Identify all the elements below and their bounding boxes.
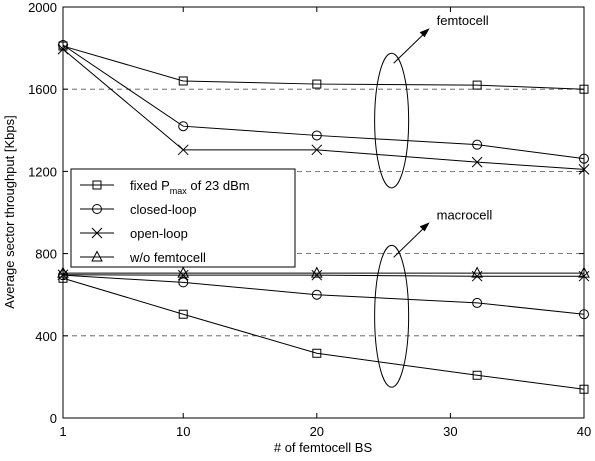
marker-circle (472, 297, 483, 308)
annotation-arrow-shaft (393, 225, 427, 258)
legend: fixed Pmax of 23 dBm closed-loop open-loop… (70, 168, 296, 268)
marker-triangle (578, 266, 590, 278)
marker-circle (579, 309, 589, 320)
marker-triangle (177, 266, 190, 278)
annotation-arrow-shaft (393, 30, 427, 64)
marker-x (578, 163, 590, 175)
marker-square (472, 370, 482, 380)
marker-square (579, 84, 589, 94)
marker-circle (178, 121, 189, 132)
marker-circle (311, 289, 322, 300)
marker-triangle (310, 266, 323, 278)
marker-triangle (57, 266, 69, 278)
series-line (62, 277, 585, 390)
series-femtocell-circle (58, 40, 589, 164)
marker-x (177, 269, 189, 281)
y-axis-label: Average sector throughput [Kbps] (2, 115, 17, 308)
annotation-label: femtocell (437, 13, 489, 28)
annotation-ellipse (374, 244, 410, 388)
series-macrocell-triangle (57, 266, 590, 278)
annotation-arrowhead (419, 222, 430, 232)
annotation-ellipse (374, 52, 410, 189)
marker-square (312, 348, 322, 358)
marker-x (57, 43, 69, 55)
series-line (62, 274, 585, 315)
series-line (62, 274, 584, 277)
legend-label: closed-loop (130, 202, 197, 217)
x-tick-label: 40 (577, 424, 591, 439)
annotation-arrowhead (419, 28, 430, 38)
marker-x (311, 269, 323, 281)
marker-square (178, 76, 188, 86)
series-line (62, 48, 585, 170)
marker-circle (579, 153, 589, 164)
marker-x (311, 144, 323, 156)
marker-circle (178, 277, 189, 288)
y-tick-label: 400 (35, 329, 57, 344)
x-tick-label: 1 (59, 424, 66, 439)
marker-square (92, 180, 102, 190)
marker-triangle (471, 266, 483, 278)
marker-square (579, 384, 589, 394)
marker-circle (311, 130, 322, 141)
marker-x (177, 144, 189, 156)
legend-label: fixed Pmax of 23 dBm (130, 178, 250, 196)
series-femtocell-square (58, 41, 589, 94)
x-axis-label: # of femtocell BS (274, 440, 373, 455)
annotations: femtocell macrocell (374, 13, 493, 388)
annotation-femtocell: femtocell (374, 13, 489, 189)
series-macrocell-x (57, 269, 590, 282)
marker-x (57, 269, 69, 281)
y-tick-label: 1600 (28, 82, 57, 97)
series-group (57, 40, 590, 394)
marker-circle (92, 204, 102, 214)
legend-entry-circle: closed-loop (80, 202, 197, 217)
series-macrocell-square (58, 273, 589, 394)
series-line (62, 44, 585, 160)
series-femtocell-x (57, 43, 590, 175)
legend-label: w/o femtocell (129, 250, 206, 265)
legend-entry-triangle: w/o femtocell (80, 250, 206, 265)
marker-x (91, 227, 103, 239)
legend-entry-x: open-loop (80, 226, 188, 241)
marker-circle (472, 139, 483, 150)
series-line (62, 45, 585, 90)
legend-entry-square: fixed Pmax of 23 dBm (80, 178, 250, 196)
y-tick-label: 800 (35, 247, 57, 262)
plot-frame (62, 6, 585, 419)
marker-triangle (91, 250, 103, 262)
x-tick-label: 30 (443, 424, 457, 439)
x-tick-label: 20 (310, 424, 324, 439)
gridlines (63, 88, 584, 337)
legend-items: fixed Pmax of 23 dBm closed-loop open-loop… (80, 178, 250, 265)
annotation-label: macrocell (437, 207, 493, 222)
marker-square (178, 309, 188, 319)
series-macrocell-circle (58, 270, 589, 320)
y-tick-label: 0 (50, 411, 57, 426)
x-tick-label: 10 (176, 424, 190, 439)
annotation-macrocell: macrocell (374, 207, 493, 388)
marker-square (312, 79, 322, 89)
y-tick-label: 1200 (28, 164, 57, 179)
legend-label: open-loop (130, 226, 188, 241)
marker-square (472, 80, 482, 90)
y-tick-label: 2000 (28, 0, 57, 15)
marker-x (471, 156, 483, 168)
